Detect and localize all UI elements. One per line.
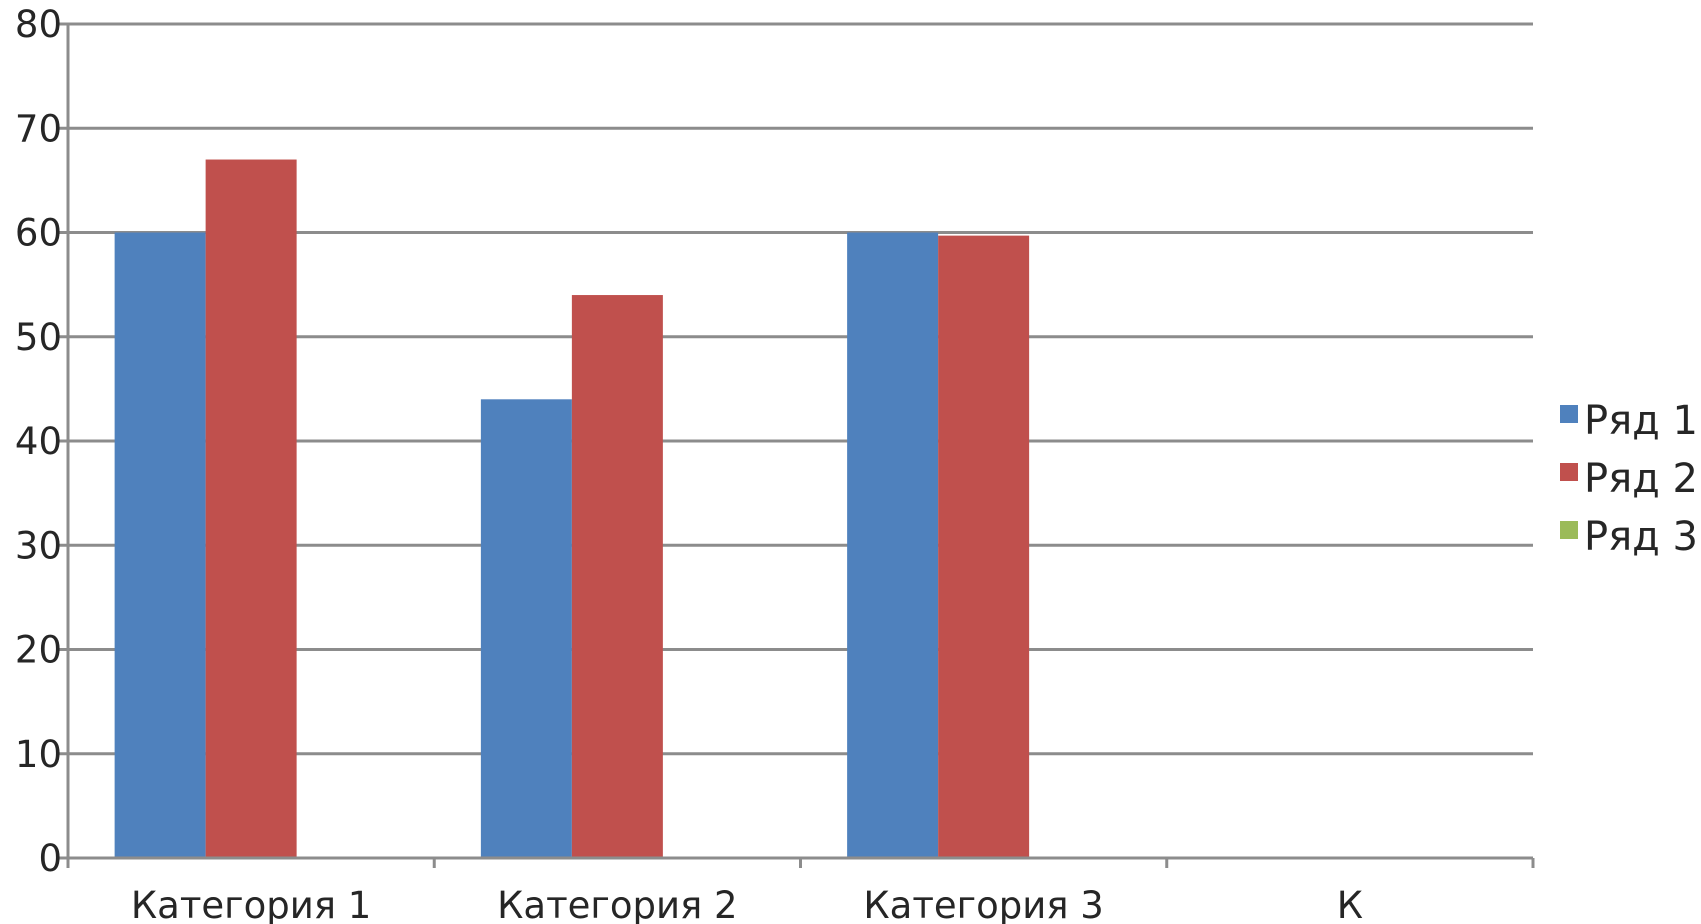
bar-1-2	[480, 399, 572, 858]
y-tick-label: 10	[15, 733, 62, 776]
x-axis-category-labels: Категория 1 Категория 2 Категория 3 К	[131, 884, 1363, 924]
bar-2-2	[571, 295, 663, 858]
y-tick-label: 30	[15, 524, 62, 567]
gridlines	[68, 22, 1533, 756]
y-tick-label: 60	[15, 212, 62, 255]
y-tick-label: 50	[15, 316, 62, 359]
y-tick-label: 0	[38, 837, 62, 880]
bar-1-3	[847, 232, 939, 858]
bar-1-1	[114, 232, 206, 858]
x-category-label: Категория 3	[863, 884, 1103, 924]
y-axis-tick-labels: 0 10 20 30 40 50 60 70 80	[15, 3, 62, 880]
legend-label: Ряд 1	[1584, 398, 1698, 444]
y-tick-label: 70	[15, 107, 62, 150]
bar-2-1	[205, 159, 297, 858]
legend-swatch	[1560, 405, 1578, 423]
x-category-label: К	[1337, 884, 1363, 924]
legend-swatch	[1560, 463, 1578, 481]
y-tick-label: 40	[15, 420, 62, 463]
legend: Ряд 1 Ряд 2 Ряд 3	[1560, 398, 1698, 560]
y-tick-label: 80	[15, 3, 62, 46]
legend-swatch	[1560, 521, 1578, 539]
x-category-label: Категория 1	[131, 884, 371, 924]
bars	[114, 159, 1030, 858]
x-category-label: Категория 2	[497, 884, 737, 924]
bar-2-3	[938, 235, 1030, 858]
legend-label: Ряд 2	[1584, 456, 1698, 502]
axes	[58, 22, 1535, 868]
y-tick-label: 20	[15, 629, 62, 672]
legend-label: Ряд 3	[1584, 514, 1698, 560]
